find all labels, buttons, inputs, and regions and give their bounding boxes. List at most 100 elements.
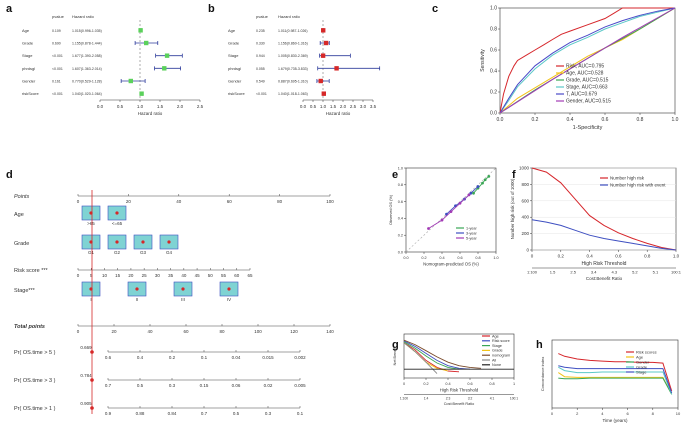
panel-label-b: b — [208, 3, 215, 15]
hazard-ratio-point — [138, 28, 143, 33]
series-line — [403, 341, 460, 370]
nomogram-level-label: III — [181, 297, 185, 302]
legend-label: T, AUC=0.679 — [566, 92, 597, 98]
nomogram-tick-label: 20 — [128, 273, 134, 278]
row-hazard-ratio-text: 0.770(0.529-1.128) — [72, 80, 102, 84]
x-tick-label: 4 — [601, 411, 604, 416]
nomogram-level-label: G1 — [88, 250, 95, 255]
column-header-hazard-ratio: Hazard ratio — [278, 14, 301, 19]
nomogram-tick-label: 0.2 — [169, 355, 176, 360]
nomogram-tick-label: 65 — [247, 273, 253, 278]
series-line — [558, 372, 673, 395]
nomogram-tick-label: 80 — [277, 199, 283, 204]
nomogram-tick-label: 80 — [219, 329, 225, 334]
x-tick-label: 2.0 — [340, 104, 347, 109]
series-line — [403, 340, 471, 370]
nomogram-tick-label: 0.1 — [297, 411, 304, 416]
nomogram-tick-label: 50 — [208, 273, 214, 278]
nomogram-level-label: >65 — [87, 221, 95, 226]
nomogram-tick-label: 60 — [227, 199, 233, 204]
legend-label: Stage, AUC=0.663 — [566, 85, 608, 91]
y-tick-label: 0.6 — [398, 200, 403, 204]
x-tick-label: 0.8 — [489, 382, 494, 386]
nomogram-row-label: Stage*** — [14, 288, 36, 294]
nomogram-tick-label: 100 — [326, 199, 334, 204]
decision-curve-plot-g: 0 0.2 0.4 0.6 0.8 1 High Risk Threshold Net Ben… — [393, 333, 518, 406]
series-line — [558, 366, 673, 395]
legend-label: Stage — [492, 344, 502, 348]
hazard-ratio-point — [321, 28, 326, 33]
x-tick-label: 0.6 — [602, 117, 609, 123]
series-line — [558, 377, 673, 395]
hazard-ratio-point — [320, 53, 326, 58]
nomogram-tick-label: 0.9 — [105, 411, 112, 416]
x-tick-label: 0.2 — [532, 117, 539, 123]
x-tick-label: 0.0 — [497, 117, 504, 123]
nomogram-tick-label: 0.06 — [232, 383, 241, 388]
nomogram-level-point — [167, 240, 171, 244]
row-pvalue: 0.109 — [52, 29, 61, 33]
row-pvalue: 0.161 — [52, 80, 61, 84]
nomogram-tick-label: 0.88 — [136, 411, 145, 416]
row-hazard-ratio-text: 1.011(0.987-1.026) — [278, 29, 308, 33]
secondary-tick-label: 5.1 — [653, 270, 659, 275]
hazard-ratio-point — [162, 66, 167, 71]
nomogram-probability: 0.669 — [80, 345, 92, 350]
y-axis-title: Observed OS (%) — [389, 194, 393, 225]
nomogram-tick-label: 0.15 — [200, 383, 209, 388]
nomogram-probability: 0.905 — [80, 401, 92, 406]
x-tick-label: 0.6 — [615, 254, 622, 259]
nomogram-tick-label: 120 — [290, 329, 298, 334]
legend-label: Gender — [636, 359, 650, 364]
nomogram-level-label: II — [136, 297, 139, 302]
y-tick-label: 0 — [526, 248, 529, 253]
nomogram-tick-label: 0.3 — [265, 411, 272, 416]
series-line — [403, 339, 482, 369]
nomogram-tick-label: 0.5 — [137, 383, 144, 388]
series-point — [458, 201, 462, 205]
legend-label: Risk scores — [636, 349, 657, 354]
x-axis-title: Time (years) — [602, 418, 628, 423]
nomogram-row-label: Grade — [14, 241, 29, 247]
legend-label: Stage — [636, 369, 647, 374]
x-tick-label: 3.5 — [370, 104, 377, 109]
row-pvalue: <0.001 — [52, 54, 63, 58]
row-hazard-ratio-text: 1.040(1.020-1.064) — [72, 92, 102, 96]
x-tick-label: 0.6 — [467, 382, 472, 386]
x-tick-label: 0 — [403, 382, 405, 386]
legend-label: Risk score — [492, 339, 510, 343]
row-label: Gender — [22, 79, 36, 84]
y-tick-label: 0.2 — [398, 233, 403, 237]
x-tick-label: 0.0 — [97, 104, 104, 109]
column-header-hazard-ratio: Hazard ratio — [72, 14, 95, 19]
legend-label: Grade — [636, 364, 648, 369]
x-tick-label: 0.5 — [310, 104, 317, 109]
x-tick-label: 8 — [652, 411, 655, 416]
row-pvalue: 0.330 — [256, 42, 265, 46]
nomogram-tick-label: 20 — [111, 329, 117, 334]
nomogram-tick-label: 100 — [254, 329, 262, 334]
nomogram-level-label: IV — [227, 297, 231, 302]
x-axis-title: High Risk Threshold — [582, 261, 627, 267]
legend-label: Grade, AUC=0.515 — [566, 78, 609, 84]
series-point — [449, 210, 453, 214]
hazard-ratio-point — [318, 78, 323, 84]
nomogram-row-label: Points — [14, 194, 30, 200]
nomogram-row-label: Total points — [14, 324, 45, 330]
row-pvalue: 0.690 — [52, 42, 61, 46]
row-pvalue: 0.055 — [256, 67, 265, 71]
hazard-ratio-point — [128, 78, 133, 84]
legend-label: Age, AUC=0.528 — [566, 71, 604, 77]
panel-label-e: e — [392, 169, 398, 181]
row-label: Age — [228, 28, 236, 33]
nomogram-level-point — [141, 240, 145, 244]
secondary-tick-label: 3:2 — [468, 396, 473, 400]
nomogram-tick-label: 25 — [142, 273, 148, 278]
y-tick-label: 400 — [521, 215, 529, 220]
nomogram-tick-label: 0.015 — [262, 355, 274, 360]
nomogram-level-point — [227, 287, 231, 291]
series-line — [499, 7, 675, 114]
nomogram-tick-label: 60 — [183, 329, 189, 334]
secondary-tick-label: 2.5 — [570, 270, 576, 275]
